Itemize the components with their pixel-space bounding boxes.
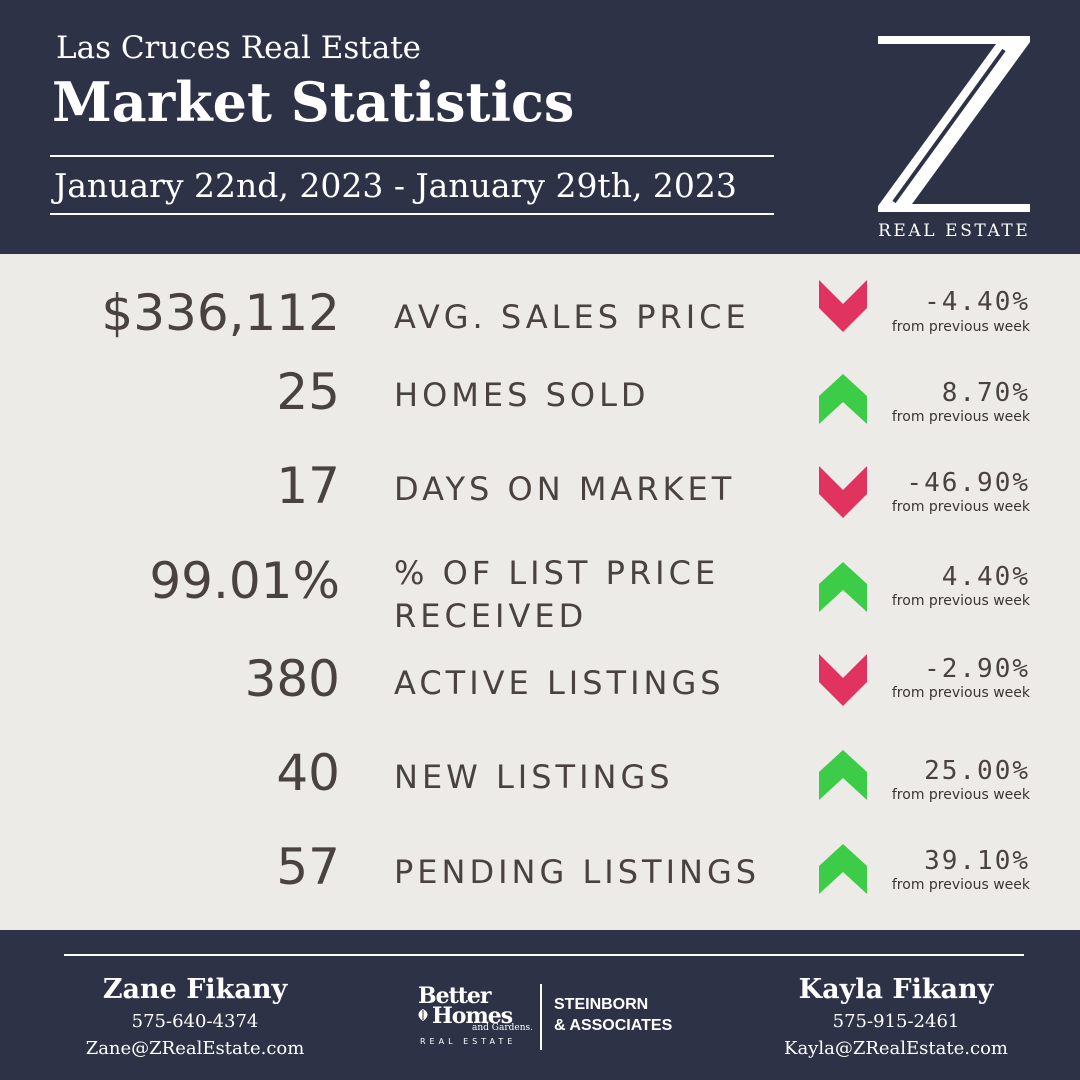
brokerage-line: STEINBORN	[554, 996, 649, 1013]
bh-logo-line: Better	[418, 983, 492, 1009]
agent-contact-left: Zane Fikany 575-640-4374 Zane@ZRealEstat…	[45, 974, 345, 1059]
header: Las Cruces Real Estate Market Statistics…	[0, 0, 1080, 254]
up-arrow-icon	[819, 374, 867, 424]
stat-label-line: RECEIVED	[394, 597, 588, 636]
stat-value-days-on-market: 17	[276, 457, 340, 515]
z-real-estate-logo-mark	[878, 36, 1030, 212]
stat-change-active-listings: -2.90%	[924, 654, 1030, 684]
stat-label-line: % OF LIST PRICE	[394, 554, 720, 592]
bh-logo-line: REAL ESTATE	[420, 1037, 517, 1046]
stat-label-list-price-received: % OF LIST PRICE RECEIVED	[394, 552, 719, 638]
stat-label-new-listings: NEW LISTINGS	[394, 758, 674, 796]
stat-note: from previous week	[891, 409, 1030, 425]
stat-value-homes-sold: 25	[276, 363, 340, 421]
agent-contact-right: Kayla Fikany 575-915-2461 Kayla@ZRealEst…	[746, 974, 1046, 1059]
agent-name: Zane Fikany	[102, 974, 288, 1005]
down-arrow-icon	[819, 466, 867, 518]
stat-note: from previous week	[891, 685, 1030, 701]
stat-value-avg-sales-price: $336,112	[101, 284, 340, 342]
stat-value-list-price-received: 99.01%	[149, 552, 340, 610]
stat-note: from previous week	[891, 877, 1030, 893]
better-homes-logo: Better Homes and Gardens. REAL ESTATE	[414, 985, 534, 1050]
up-arrow-icon	[819, 844, 867, 894]
leaf-icon	[418, 1009, 428, 1021]
down-arrow-icon	[819, 654, 867, 706]
divider	[50, 155, 774, 157]
agent-phone: 575-915-2461	[832, 1011, 960, 1032]
stat-label-days-on-market: DAYS ON MARKET	[394, 470, 736, 508]
stat-change-list-price-received: 4.40%	[941, 562, 1030, 592]
stat-value-pending-listings: 57	[276, 838, 340, 896]
divider	[540, 984, 542, 1050]
stat-value-new-listings: 40	[276, 744, 340, 802]
stat-label-pending-listings: PENDING LISTINGS	[394, 853, 761, 891]
stat-label-avg-sales-price: AVG. SALES PRICE	[394, 298, 750, 336]
up-arrow-icon	[819, 562, 867, 612]
page-title: Market Statistics	[52, 70, 575, 134]
stat-note: from previous week	[891, 593, 1030, 609]
divider	[64, 954, 1024, 956]
stats-panel: $336,112 AVG. SALES PRICE -4.40% from pr…	[0, 254, 1080, 930]
bh-logo-line: and Gardens.	[472, 1023, 534, 1033]
agent-name: Kayla Fikany	[798, 974, 994, 1005]
subtitle: Las Cruces Real Estate	[56, 30, 422, 66]
bh-logo-line: Homes	[432, 1003, 513, 1029]
stat-change-avg-sales-price: -4.40%	[924, 287, 1030, 317]
agent-email: Kayla@ZRealEstate.com	[784, 1038, 1008, 1059]
stat-label-active-listings: ACTIVE LISTINGS	[394, 664, 725, 702]
agent-phone: 575-640-4374	[131, 1011, 259, 1032]
divider	[50, 213, 774, 215]
stat-change-days-on-market: -46.90%	[906, 468, 1030, 498]
stat-change-homes-sold: 8.70%	[941, 378, 1030, 408]
brokerage-line: & ASSOCIATES	[554, 1017, 673, 1034]
down-arrow-icon	[819, 280, 867, 332]
agent-email: Zane@ZRealEstate.com	[85, 1038, 305, 1059]
footer: Zane Fikany 575-640-4374 Zane@ZRealEstat…	[0, 930, 1080, 1080]
stat-note: from previous week	[891, 319, 1030, 335]
brokerage-name: STEINBORN & ASSOCIATES	[554, 994, 672, 1036]
stat-change-new-listings: 25.00%	[924, 756, 1030, 786]
stat-value-active-listings: 380	[244, 650, 340, 708]
date-range: January 22nd, 2023 - January 29th, 2023	[54, 166, 737, 205]
up-arrow-icon	[819, 750, 867, 800]
stat-label-homes-sold: HOMES SOLD	[394, 376, 650, 414]
stat-note: from previous week	[891, 787, 1030, 803]
stat-change-pending-listings: 39.10%	[924, 846, 1030, 876]
logo-wordmark: REAL ESTATE	[878, 221, 1031, 241]
stat-note: from previous week	[891, 499, 1030, 515]
